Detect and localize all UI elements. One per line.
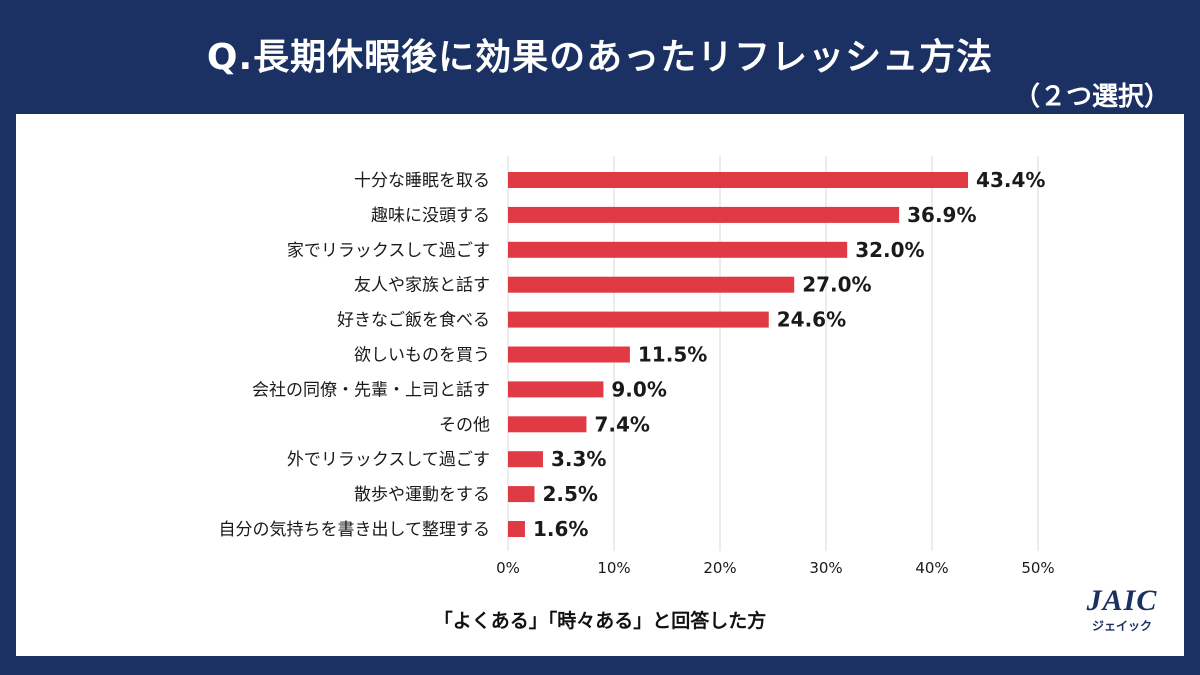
- value-label: 1.6%: [533, 517, 588, 541]
- value-label: 3.3%: [551, 447, 606, 471]
- value-label: 27.0%: [802, 273, 871, 297]
- x-tick-label: 20%: [703, 559, 736, 577]
- value-label: 7.4%: [594, 412, 649, 436]
- category-label: 会社の同僚・先輩・上司と話す: [252, 380, 490, 400]
- value-label: 24.6%: [777, 308, 846, 332]
- bar: [508, 416, 587, 433]
- x-tick-label: 10%: [597, 559, 630, 577]
- bar: [508, 521, 525, 537]
- value-label: 11.5%: [638, 343, 707, 367]
- chart-panel: 0% 10% 20% 30% 40% 50% 十分な睡眠を取る 43.4% 趣味に没頭する 36.…: [16, 114, 1184, 656]
- bar-chart: 0% 10% 20% 30% 40% 50% 十分な睡眠を取る 43.4% 趣味に没頭する 36.…: [219, 156, 1055, 577]
- category-label: 欲しいものを買う: [354, 346, 490, 366]
- value-label: 2.5%: [543, 482, 598, 506]
- logo-subtext: ジェイック: [1091, 619, 1152, 633]
- value-label: 32.0%: [855, 238, 924, 262]
- x-tick-label: 40%: [915, 559, 948, 577]
- category-label: 友人や家族と話す: [354, 276, 490, 296]
- value-label: 43.4%: [976, 168, 1045, 192]
- bar: [508, 172, 969, 188]
- category-label: 趣味に没頭する: [371, 206, 490, 226]
- category-label: 好きなご飯を食べる: [337, 311, 490, 331]
- category-label: 家でリラックスして過ごす: [287, 241, 490, 261]
- chart-subtitle: （２つ選択）: [1013, 82, 1170, 112]
- x-tick-label: 0%: [496, 559, 520, 577]
- bar: [508, 241, 848, 258]
- logo-mark: JAIC: [1086, 584, 1158, 617]
- x-tick-label: 30%: [809, 559, 842, 577]
- bar: [508, 346, 630, 363]
- category-label: その他: [439, 415, 490, 435]
- category-label: 散歩や運動をする: [354, 485, 490, 505]
- bar: [508, 206, 900, 223]
- bar: [508, 451, 543, 468]
- value-label: 36.9%: [907, 203, 976, 227]
- bar: [508, 486, 535, 503]
- bar: [508, 276, 795, 293]
- chart-caption: 「よくある」「時々ある」と回答した方: [433, 610, 767, 632]
- chart-title: Q.長期休暇後に効果のあったリフレッシュ方法: [206, 37, 994, 78]
- category-label: 自分の気持ちを書き出して整理する: [219, 520, 491, 540]
- bar: [508, 381, 604, 398]
- category-label: 十分な睡眠を取る: [354, 171, 490, 191]
- bar: [508, 311, 769, 328]
- jaic-logo: JAIC ジェイック: [1082, 584, 1162, 644]
- x-tick-label: 50%: [1021, 559, 1054, 577]
- category-label: 外でリラックスして過ごす: [287, 450, 490, 470]
- value-label: 9.0%: [611, 377, 666, 401]
